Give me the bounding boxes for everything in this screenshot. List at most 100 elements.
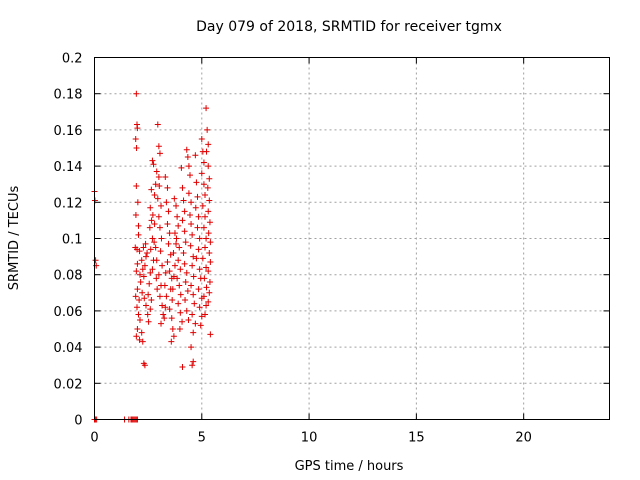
data-point xyxy=(140,244,147,251)
data-point xyxy=(156,224,163,231)
data-point xyxy=(192,320,199,327)
data-point xyxy=(206,175,213,182)
data-point xyxy=(154,195,161,202)
data-point xyxy=(159,302,166,309)
data-point xyxy=(165,240,172,247)
data-point xyxy=(188,221,195,228)
data-point xyxy=(147,306,154,313)
data-point xyxy=(133,145,140,151)
data-point xyxy=(146,280,153,287)
data-point xyxy=(149,235,156,242)
data-point xyxy=(166,230,173,237)
data-point xyxy=(205,268,212,275)
data-point xyxy=(134,286,141,293)
data-point xyxy=(175,222,182,229)
data-point xyxy=(183,146,190,153)
data-point xyxy=(180,249,187,256)
data-point xyxy=(162,269,169,276)
data-point xyxy=(153,257,160,264)
data-point xyxy=(134,125,141,132)
data-point xyxy=(169,286,176,293)
data-point xyxy=(137,278,144,285)
data-point xyxy=(169,297,176,304)
y-tick-label: 0.2 xyxy=(62,52,83,67)
data-point xyxy=(171,195,178,202)
data-point xyxy=(179,184,186,191)
data-point xyxy=(202,311,209,318)
data-point xyxy=(196,304,203,311)
y-axis-label: SRMTID / TECUs xyxy=(7,186,22,291)
x-tick-label: 20 xyxy=(515,431,532,446)
data-point xyxy=(206,278,213,285)
data-point xyxy=(174,275,181,282)
data-point xyxy=(145,291,152,298)
chart-title: Day 079 of 2018, SRMTID for receiver tgm… xyxy=(196,19,502,35)
data-point xyxy=(179,364,186,371)
data-point xyxy=(204,184,211,191)
y-tick-label: 0.08 xyxy=(54,269,83,284)
y-tick-label: 0.02 xyxy=(54,377,83,392)
data-point xyxy=(136,271,143,278)
y-tick-label: 0.14 xyxy=(54,160,83,175)
data-point xyxy=(140,273,147,280)
data-point xyxy=(202,213,209,220)
data-point xyxy=(147,246,154,253)
data-point xyxy=(189,362,196,369)
y-tick-label: 0.04 xyxy=(54,341,83,356)
data-point xyxy=(192,204,199,211)
data-point xyxy=(203,284,210,291)
data-point xyxy=(176,282,183,289)
data-point xyxy=(205,141,212,148)
data-point xyxy=(156,293,163,300)
data-point xyxy=(146,224,153,231)
data-point xyxy=(191,300,198,307)
data-point xyxy=(136,316,143,323)
data-point xyxy=(168,338,175,345)
data-point xyxy=(132,293,139,300)
data-point xyxy=(200,181,207,188)
data-point xyxy=(200,224,207,231)
data-point xyxy=(201,275,208,282)
data-point xyxy=(198,135,205,142)
data-point xyxy=(132,135,139,142)
data-point xyxy=(186,172,193,179)
data-point xyxy=(190,273,197,280)
data-point xyxy=(185,316,192,323)
data-point xyxy=(156,150,163,157)
data-point xyxy=(190,329,197,336)
x-tick-label: 10 xyxy=(301,431,318,446)
data-point xyxy=(163,293,170,300)
data-point xyxy=(154,286,161,293)
y-tick-label: 0 xyxy=(74,414,82,429)
data-point xyxy=(197,322,204,329)
data-point xyxy=(206,289,213,296)
data-point xyxy=(206,249,213,256)
data-point xyxy=(206,197,213,204)
data-point xyxy=(139,266,146,273)
data-point xyxy=(203,302,210,309)
data-point xyxy=(92,257,99,264)
data-point xyxy=(164,184,171,191)
data-point xyxy=(196,266,203,273)
x-tick-label: 5 xyxy=(198,431,206,446)
data-point xyxy=(149,157,156,164)
data-point xyxy=(205,163,212,170)
data-point xyxy=(176,244,183,251)
data-point xyxy=(193,255,200,262)
data-point xyxy=(177,266,184,273)
data-point xyxy=(177,309,184,316)
data-point xyxy=(145,318,152,325)
data-point xyxy=(181,260,188,267)
data-point xyxy=(195,246,202,253)
data-point xyxy=(136,297,143,304)
data-point xyxy=(190,253,197,260)
data-point xyxy=(155,143,162,150)
data-point xyxy=(206,219,213,226)
data-point xyxy=(185,163,192,170)
data-point xyxy=(134,326,141,332)
data-point xyxy=(188,282,195,289)
data-point xyxy=(161,315,168,322)
data-point xyxy=(194,193,201,200)
data-point xyxy=(133,183,140,190)
data-point xyxy=(165,208,172,215)
